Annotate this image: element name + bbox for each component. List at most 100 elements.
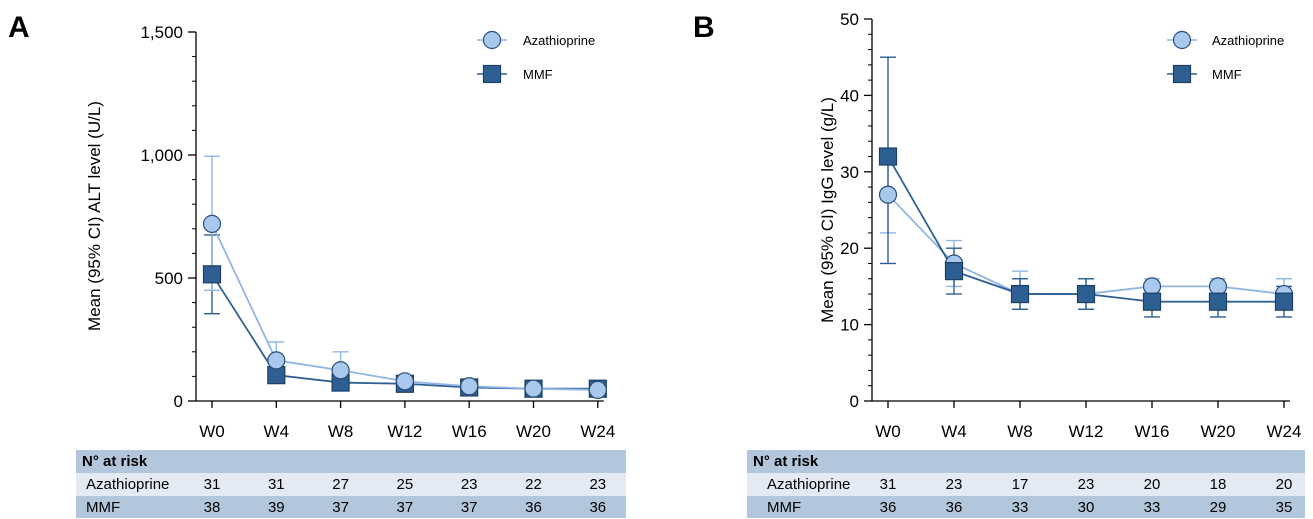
risk-table-row-bg [747, 473, 1305, 496]
data-point [202, 265, 222, 284]
series-mmf [204, 234, 606, 392]
data-point [395, 372, 414, 391]
risk-row-mmf-label: MMF [86, 499, 120, 516]
y-tick-label: 10 [840, 316, 859, 335]
risk-value: 36 [589, 499, 606, 516]
risk-value: 23 [1078, 476, 1095, 493]
x-tick-label: W12 [387, 422, 422, 441]
x-tick-label: W24 [580, 422, 615, 441]
data-point [331, 361, 350, 380]
risk-value: 35 [1276, 499, 1293, 516]
y-axis-label: Mean (95% CI) ALT level (U/L) [85, 101, 104, 331]
x-tick-label: W12 [1069, 422, 1104, 441]
risk-value: 23 [589, 476, 606, 493]
panel-label: B [693, 11, 715, 44]
x-tick-label: W8 [1007, 422, 1033, 441]
y-tick-label: 50 [840, 10, 859, 29]
y-tick-label: 0 [850, 392, 859, 411]
risk-value: 39 [268, 499, 285, 516]
legend: Azathioprine MMF [477, 30, 595, 84]
chart-panel-a: A 0 500 1,000 1,500 W0 W4 W8 W12 W16 W20 W24 Mean (9… [8, 11, 626, 518]
y-tick-label: 20 [840, 239, 859, 258]
y-tick-label: 1,500 [140, 23, 183, 42]
risk-value: 37 [332, 499, 349, 516]
risk-value: 18 [1210, 476, 1227, 493]
risk-row-azathioprine-label: Azathioprine [767, 476, 850, 493]
risk-value: 30 [1078, 499, 1095, 516]
data-point [202, 214, 222, 233]
y-tick-label: 500 [155, 269, 183, 288]
risk-value: 20 [1276, 476, 1293, 493]
risk-value: 38 [204, 499, 221, 516]
risk-value: 31 [268, 476, 285, 493]
panel-label: A [8, 11, 30, 44]
data-point [588, 380, 607, 400]
legend-label: Azathioprine [523, 33, 595, 48]
x-tick-label: W0 [199, 422, 225, 441]
risk-value: 37 [397, 499, 414, 516]
legend-marker-circle [1172, 30, 1192, 50]
risk-value: 33 [1144, 499, 1161, 516]
y-tick-label: 30 [840, 163, 859, 182]
legend-marker-square [1172, 64, 1192, 84]
data-point [1208, 277, 1228, 296]
legend: Azathioprine MMF [1167, 30, 1284, 84]
risk-table-header-bg [76, 450, 626, 473]
legend-label: MMF [523, 67, 553, 82]
data-point [878, 185, 898, 204]
y-tick-label: 1,000 [140, 146, 183, 165]
risk-table-header-bg [747, 450, 1305, 473]
data-point [944, 262, 964, 281]
risk-table-row-bg [76, 473, 626, 496]
chart-panel-b: B 0 10 20 30 40 50 W0 W4 W8 W12 W16 W20 W24 Mean (95% … [693, 10, 1305, 518]
risk-table: N° at risk Azathioprine 31 31 27 25 23 22 23 MMF 3… [76, 450, 626, 518]
x-tick-label: W16 [1135, 422, 1170, 441]
legend-label: MMF [1212, 67, 1242, 82]
risk-value: 33 [1012, 499, 1029, 516]
risk-table-row-bg [747, 496, 1305, 518]
risk-value: 23 [946, 476, 963, 493]
x-tick-label: W16 [452, 422, 487, 441]
x-tick-label: W0 [875, 422, 901, 441]
risk-value: 27 [332, 476, 349, 493]
risk-value: 36 [880, 499, 897, 516]
data-point [267, 351, 286, 370]
risk-value: 31 [204, 476, 221, 493]
x-tick-label: W4 [941, 422, 967, 441]
y-tick-label: 0 [174, 392, 183, 411]
data-point [1010, 284, 1030, 304]
y-axis-label: Mean (95% CI) IgG level (g/L) [818, 97, 837, 323]
risk-value: 36 [525, 499, 542, 516]
risk-value: 25 [397, 476, 414, 493]
risk-value: 22 [525, 476, 542, 493]
risk-value: 36 [946, 499, 963, 516]
y-tick-label: 40 [840, 86, 859, 105]
markers-azathioprine [202, 214, 607, 400]
data-point [1142, 292, 1162, 311]
risk-value: 17 [1012, 476, 1029, 493]
risk-table-header: N° at risk [753, 453, 819, 470]
markers-mmf [878, 147, 1294, 311]
x-tick-label: W24 [1267, 422, 1302, 441]
data-point [460, 377, 479, 396]
data-point [1142, 277, 1162, 296]
data-point [1208, 292, 1228, 311]
x-tick-label: W4 [264, 422, 290, 441]
x-tick-label: W20 [1201, 422, 1236, 441]
risk-table-row-bg [76, 496, 626, 518]
risk-table-header: N° at risk [82, 453, 148, 470]
x-tick-label: W20 [516, 422, 551, 441]
legend-label: Azathioprine [1212, 33, 1284, 48]
risk-value: 29 [1210, 499, 1227, 516]
risk-table: N° at risk Azathioprine 31 23 17 23 20 18 20 MMF 3… [747, 450, 1305, 518]
data-point [1076, 284, 1096, 304]
risk-value: 37 [461, 499, 478, 516]
risk-row-mmf-label: MMF [767, 499, 801, 516]
series-mmf [880, 56, 1292, 318]
x-tick-label: W8 [328, 422, 354, 441]
data-point [524, 379, 543, 398]
risk-value: 23 [461, 476, 478, 493]
data-point [1274, 292, 1294, 311]
risk-value: 20 [1144, 476, 1161, 493]
